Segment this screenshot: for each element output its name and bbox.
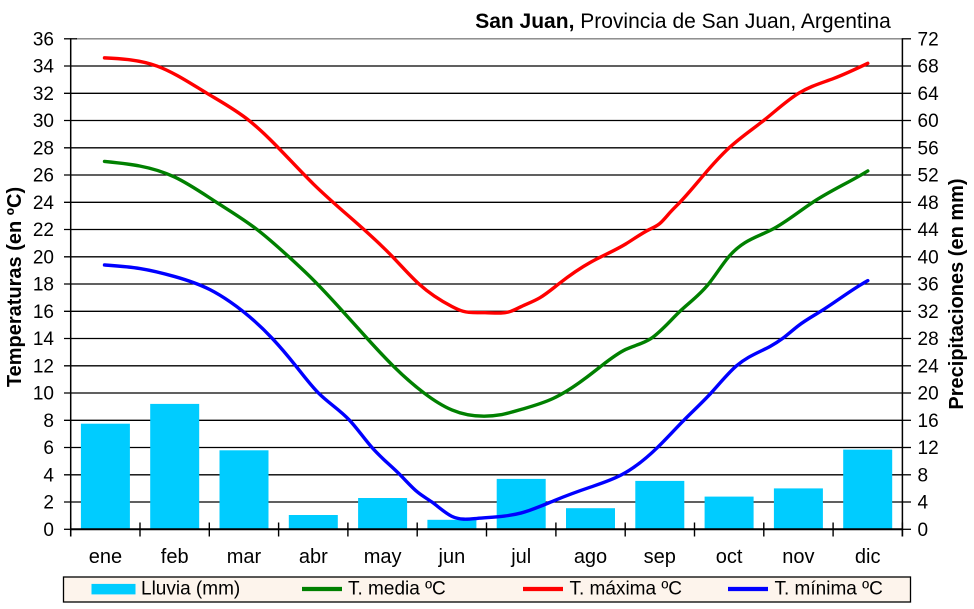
svg-text:22: 22 [33, 220, 54, 241]
svg-text:36: 36 [33, 30, 54, 51]
svg-text:48: 48 [918, 193, 939, 214]
svg-text:dic: dic [855, 546, 881, 568]
svg-text:34: 34 [33, 57, 55, 78]
svg-text:44: 44 [918, 220, 940, 241]
svg-text:Precipitaciones (en mm): Precipitaciones (en mm) [946, 178, 968, 409]
svg-text:0: 0 [43, 520, 54, 541]
svg-text:32: 32 [918, 302, 939, 323]
svg-text:oct: oct [716, 546, 743, 568]
svg-text:28: 28 [33, 139, 54, 160]
svg-text:26: 26 [33, 166, 54, 187]
svg-text:jul: jul [510, 546, 531, 568]
svg-text:60: 60 [918, 111, 939, 132]
svg-text:64: 64 [918, 84, 940, 105]
svg-text:16: 16 [33, 302, 54, 323]
svg-text:mar: mar [227, 546, 262, 568]
svg-text:18: 18 [33, 275, 54, 296]
svg-text:14: 14 [33, 329, 55, 350]
svg-text:ago: ago [574, 546, 607, 568]
svg-text:24: 24 [33, 193, 55, 214]
svg-text:20: 20 [918, 384, 939, 405]
svg-text:56: 56 [918, 139, 939, 160]
svg-text:Temperaturas (en ºC): Temperaturas (en ºC) [4, 187, 26, 387]
svg-text:ene: ene [89, 546, 122, 568]
svg-text:4: 4 [918, 493, 929, 514]
svg-text:6: 6 [43, 438, 54, 459]
svg-text:feb: feb [161, 546, 189, 568]
svg-text:52: 52 [918, 166, 939, 187]
svg-text:16: 16 [918, 411, 939, 432]
svg-text:12: 12 [918, 438, 939, 459]
svg-text:68: 68 [918, 57, 939, 78]
svg-text:28: 28 [918, 329, 939, 350]
svg-text:T. media ºC: T. media ºC [348, 579, 446, 600]
svg-text:2: 2 [43, 493, 54, 514]
svg-text:may: may [364, 546, 402, 568]
svg-text:8: 8 [918, 466, 929, 487]
svg-text:40: 40 [918, 248, 939, 269]
svg-text:nov: nov [782, 546, 814, 568]
svg-text:San Juan, Provincia de San Jua: San Juan, Provincia de San Juan, Argenti… [475, 10, 891, 33]
svg-text:sep: sep [644, 546, 676, 568]
svg-text:10: 10 [33, 384, 54, 405]
svg-text:abr: abr [299, 546, 328, 568]
svg-text:20: 20 [33, 248, 54, 269]
svg-text:jun: jun [438, 546, 466, 568]
svg-text:72: 72 [918, 30, 939, 51]
svg-text:Lluvia (mm): Lluvia (mm) [141, 579, 240, 600]
svg-text:T. máxima ºC: T. máxima ºC [570, 579, 683, 600]
svg-text:4: 4 [43, 466, 54, 487]
svg-text:12: 12 [33, 357, 54, 378]
svg-text:30: 30 [33, 111, 54, 132]
svg-text:0: 0 [918, 520, 929, 541]
svg-text:24: 24 [918, 357, 940, 378]
svg-text:8: 8 [43, 411, 54, 432]
svg-text:T. mínima ºC: T. mínima ºC [775, 579, 883, 600]
svg-text:32: 32 [33, 84, 54, 105]
svg-text:36: 36 [918, 275, 939, 296]
